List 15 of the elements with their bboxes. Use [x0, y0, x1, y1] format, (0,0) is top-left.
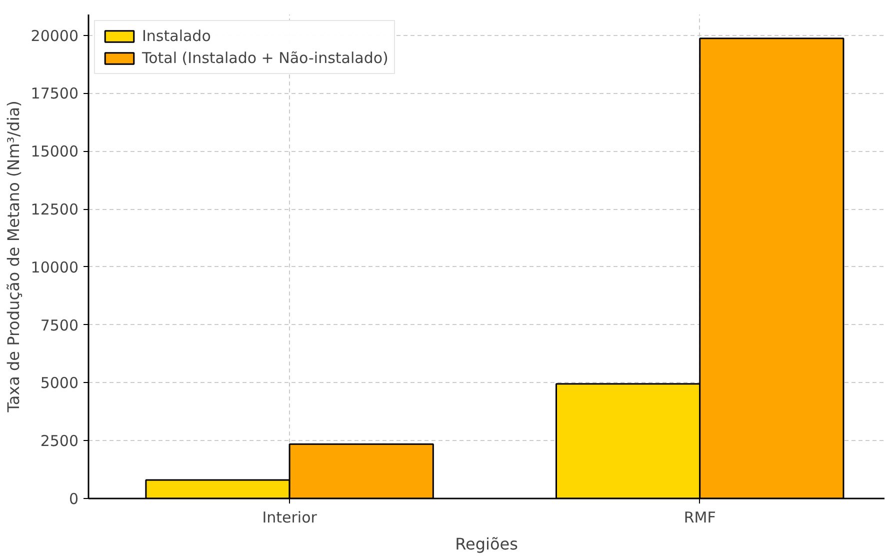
- y-tick-label: 2500: [40, 432, 79, 450]
- x-tick-label: Interior: [262, 508, 318, 526]
- legend-label: Total (Instalado + Não-instalado): [142, 49, 388, 67]
- y-tick-label: 12500: [30, 200, 78, 219]
- y-tick-label: 15000: [30, 142, 78, 161]
- y-tick-label: 0: [68, 490, 79, 508]
- y-tick-label: 5000: [40, 374, 79, 392]
- y-tick-label: 10000: [30, 258, 78, 276]
- x-tick-label: RMF: [684, 508, 716, 526]
- legend-label: Instalado: [142, 27, 211, 45]
- y-tick-label: 7500: [40, 316, 79, 334]
- x-axis-title: Regiões: [455, 534, 518, 554]
- y-axis-title: Taxa de Produção de Metano (Nm³/dia): [4, 100, 23, 414]
- y-tick-label: 17500: [30, 84, 78, 103]
- y-tick-label: 20000: [30, 26, 78, 45]
